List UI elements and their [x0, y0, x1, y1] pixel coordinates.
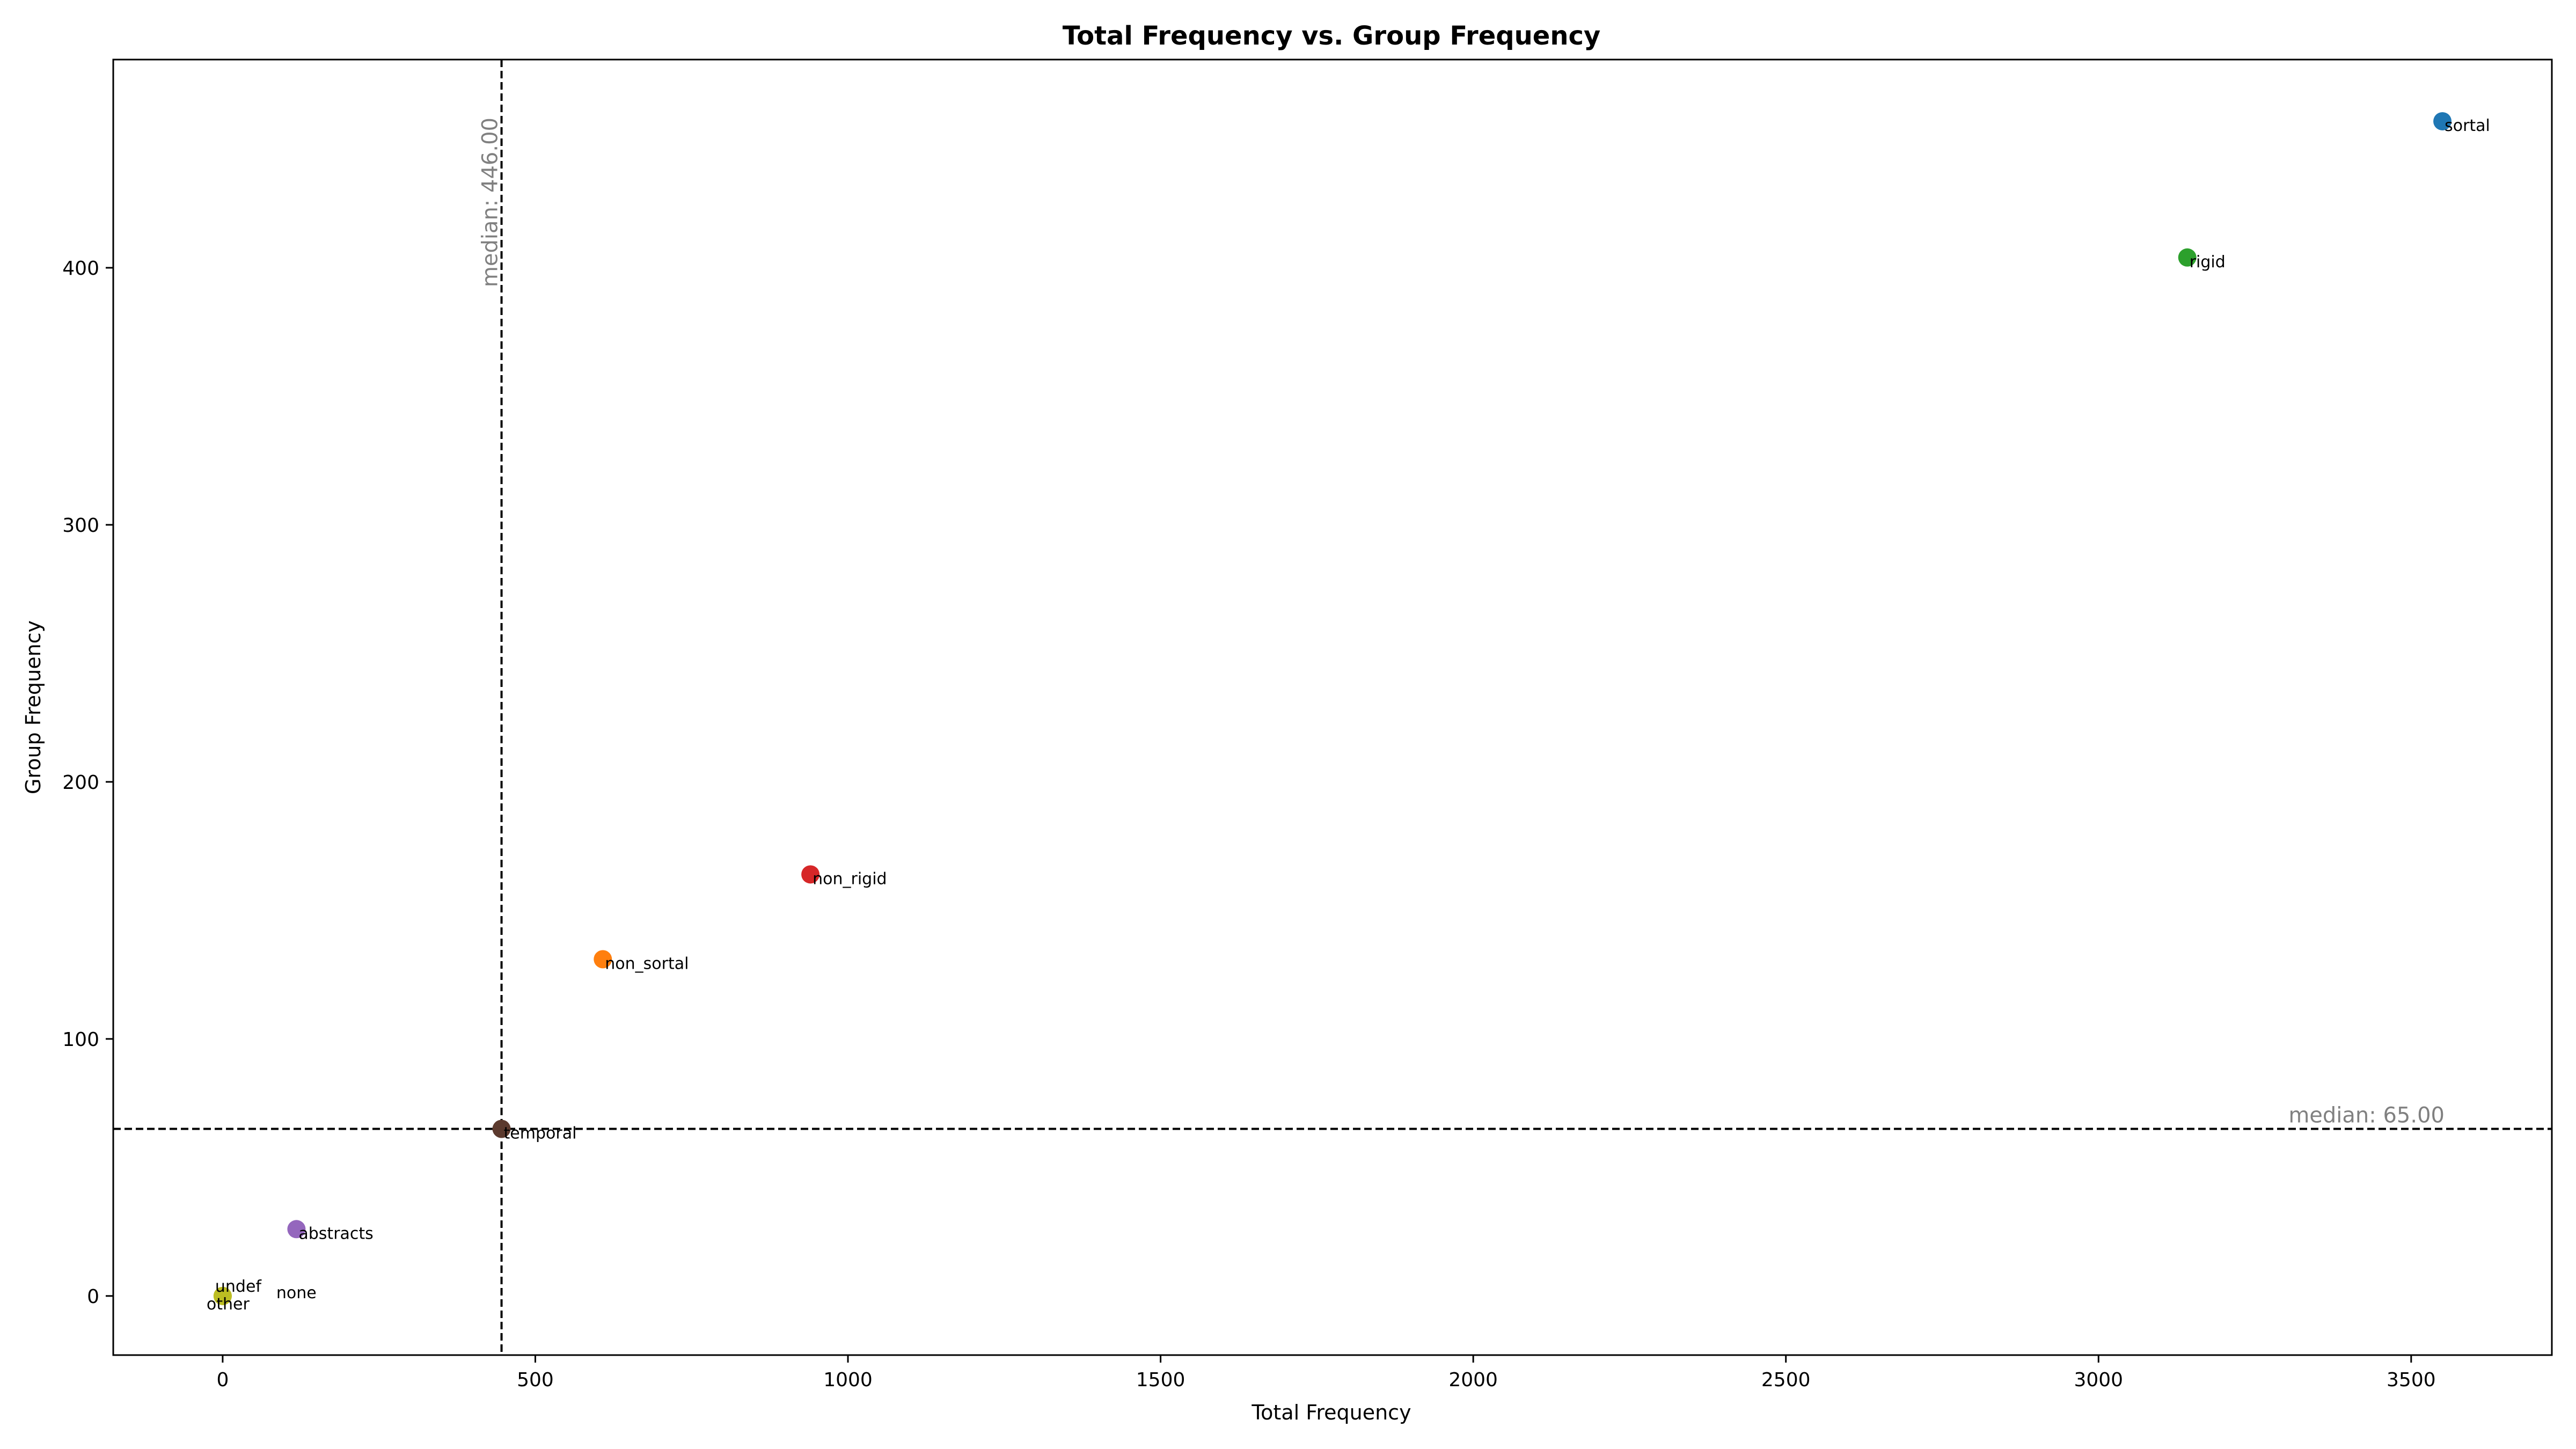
plot-area: median: 446.00 median: 65.00 sortal rigid no… [113, 60, 2552, 1355]
x-tick-label: 3000 [2074, 1369, 2123, 1391]
x-tick-label: 1500 [1136, 1369, 1185, 1391]
y-tick-label: 200 [62, 772, 99, 794]
x-tick-label: 2500 [1761, 1369, 1811, 1391]
median-y-label: median: 65.00 [2288, 1103, 2445, 1128]
y-axis-label: Group Frequency [21, 620, 45, 794]
data-point-none [213, 1286, 232, 1305]
plot-frame [112, 58, 2553, 1356]
point-label-abstracts: abstracts [298, 1224, 373, 1243]
data-point-rigid [2178, 248, 2197, 267]
point-label-rigid: rigid [2190, 253, 2226, 272]
x-tick-label: 3500 [2387, 1369, 2436, 1391]
chart-title: Total Frequency vs. Group Frequency [1063, 21, 1601, 51]
data-point-non-sortal [594, 950, 612, 969]
median-x-label: median: 446.00 [478, 118, 503, 287]
x-tick-label: 1000 [823, 1369, 873, 1391]
y-tick-label: 300 [62, 515, 99, 537]
y-axis: 0 100 200 300 400 [62, 258, 113, 1308]
x-axis-label: Total Frequency [1251, 1401, 1411, 1424]
y-tick-label: 0 [87, 1286, 99, 1308]
data-point-temporal [492, 1119, 511, 1138]
x-tick-label: 2000 [1448, 1369, 1498, 1391]
x-tick-label: 500 [517, 1369, 554, 1391]
y-tick-label: 100 [62, 1029, 99, 1051]
point-label-none: none [276, 1284, 317, 1302]
x-axis: 0 500 1000 1500 2000 2500 3000 3500 [216, 1355, 2436, 1391]
point-label-other: other [207, 1295, 250, 1314]
data-point-sortal [2433, 112, 2452, 130]
point-label-sortal: sortal [2445, 116, 2490, 135]
data-point-abstracts [287, 1220, 306, 1239]
point-label-non-sortal: non_sortal [605, 954, 689, 973]
point-label-temporal: temporal [504, 1124, 577, 1143]
data-point-non-rigid [801, 865, 820, 884]
x-tick-label: 0 [216, 1369, 229, 1391]
y-tick-label: 400 [62, 258, 99, 280]
point-label-non-rigid: non_rigid [813, 869, 887, 888]
point-label-undef: undef [215, 1277, 262, 1296]
